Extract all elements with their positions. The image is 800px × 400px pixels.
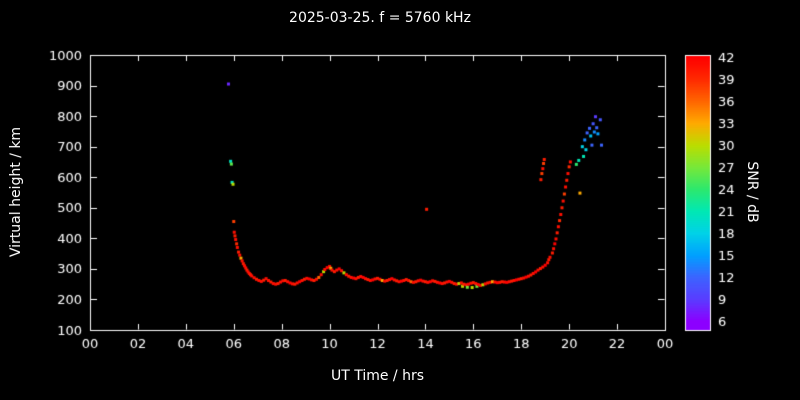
y-axis-label: Virtual height / km (8, 126, 24, 258)
colorbar-label: SNR / dB (744, 161, 760, 223)
chart-title: 2025-03-25. f = 5760 kHz (289, 10, 471, 26)
x-axis-label: UT Time / hrs (330, 368, 425, 384)
